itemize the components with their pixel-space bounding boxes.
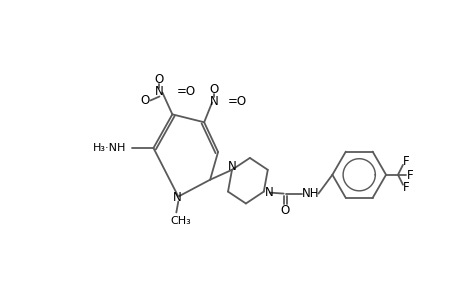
Text: N: N [155, 85, 163, 98]
Text: F: F [402, 155, 409, 168]
Text: N: N [227, 160, 236, 173]
Text: NH: NH [301, 187, 319, 200]
Text: =O: =O [176, 85, 195, 98]
Text: N: N [173, 191, 181, 204]
Text: N: N [209, 95, 218, 108]
Text: F: F [402, 181, 409, 194]
Text: F: F [406, 169, 412, 182]
Text: CH₃: CH₃ [169, 216, 190, 226]
Text: =O: =O [228, 95, 246, 108]
Text: N: N [264, 186, 273, 199]
Text: O: O [280, 204, 289, 217]
Text: O: O [155, 73, 164, 86]
Text: O: O [209, 83, 218, 96]
Text: H₃·NH: H₃·NH [93, 143, 126, 153]
Text: O: O [140, 94, 149, 107]
